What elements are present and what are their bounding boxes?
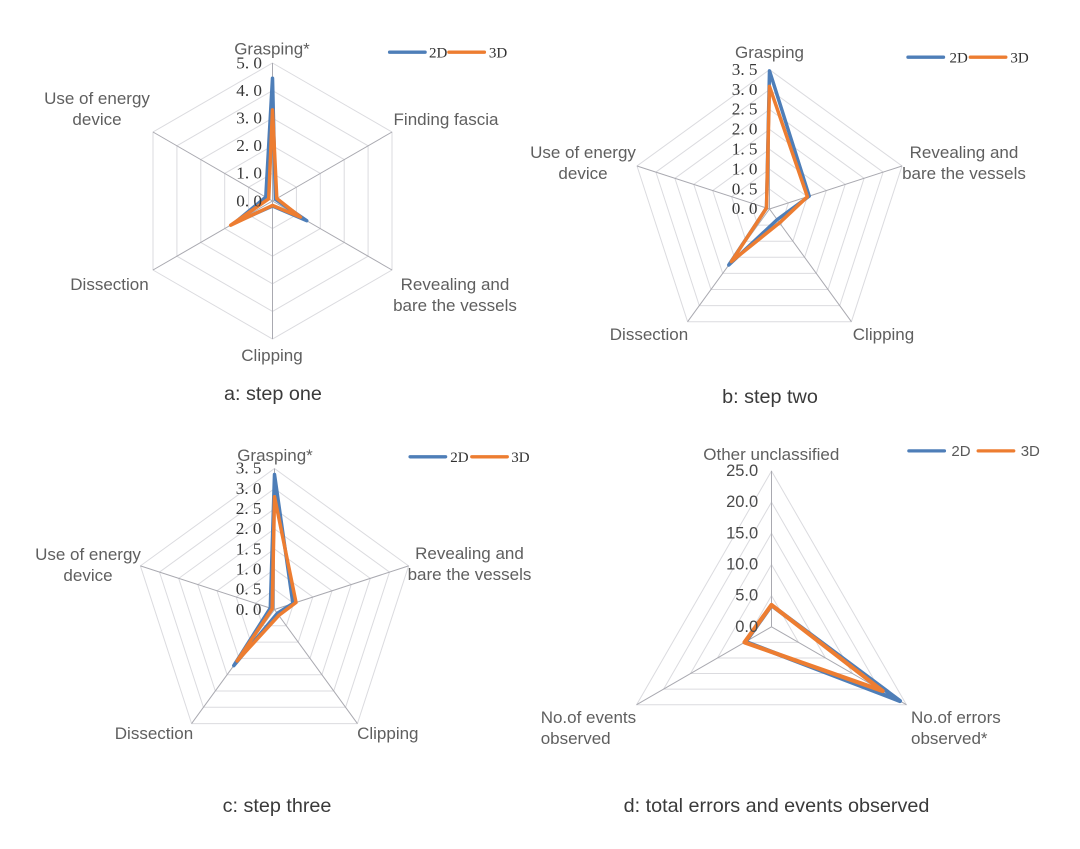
svg-text:5. 0: 5. 0 — [236, 53, 262, 72]
svg-text:2D: 2D — [450, 450, 469, 466]
svg-text:Revealing and: Revealing and — [415, 544, 524, 563]
svg-text:3D: 3D — [1021, 443, 1040, 460]
svg-text:Finding fascia: Finding fascia — [394, 110, 499, 129]
svg-text:device: device — [558, 164, 607, 183]
svg-text:0. 0: 0. 0 — [732, 199, 758, 218]
svg-text:1. 0: 1. 0 — [236, 560, 262, 579]
svg-text:device: device — [63, 566, 112, 585]
svg-text:2D: 2D — [429, 45, 448, 61]
svg-text:20.0: 20.0 — [726, 493, 758, 511]
svg-text:Use of energy: Use of energy — [35, 545, 141, 564]
svg-text:d: total errors and events obs: d: total errors and events observed — [624, 795, 930, 817]
svg-text:Use of energy: Use of energy — [530, 143, 636, 162]
svg-text:3D: 3D — [511, 450, 530, 466]
svg-text:0. 5: 0. 5 — [732, 179, 758, 198]
svg-text:10.0: 10.0 — [726, 556, 758, 574]
svg-text:b: step two: b: step two — [722, 386, 818, 408]
svg-text:No.of events: No.of events — [541, 708, 636, 727]
svg-text:3D: 3D — [489, 45, 508, 61]
svg-text:Dissection: Dissection — [610, 325, 688, 344]
svg-text:3. 5: 3. 5 — [732, 60, 758, 79]
svg-text:bare the vessels: bare the vessels — [393, 296, 517, 315]
svg-text:3. 0: 3. 0 — [236, 109, 262, 128]
svg-text:1. 5: 1. 5 — [732, 140, 758, 159]
svg-text:Revealing and: Revealing and — [910, 143, 1019, 162]
svg-text:0. 5: 0. 5 — [236, 580, 262, 599]
svg-text:Grasping: Grasping — [735, 43, 804, 62]
svg-text:Clipping: Clipping — [853, 325, 914, 344]
svg-text:Grasping*: Grasping* — [237, 446, 313, 465]
svg-text:15.0: 15.0 — [726, 524, 758, 542]
svg-text:c: step three: c: step three — [223, 795, 332, 817]
svg-text:bare the vessels: bare the vessels — [902, 164, 1026, 183]
svg-text:Use of energy: Use of energy — [44, 89, 150, 108]
svg-text:Grasping*: Grasping* — [234, 40, 310, 59]
svg-text:Other unclassified: Other unclassified — [703, 445, 839, 464]
svg-text:25.0: 25.0 — [726, 462, 758, 480]
svg-text:5.0: 5.0 — [735, 587, 758, 605]
svg-text:1. 5: 1. 5 — [236, 539, 262, 558]
svg-text:a: step one: a: step one — [224, 383, 322, 405]
svg-text:0. 0: 0. 0 — [236, 600, 262, 619]
svg-text:2. 0: 2. 0 — [236, 519, 262, 538]
svg-text:Dissection: Dissection — [115, 724, 193, 743]
svg-text:2. 5: 2. 5 — [236, 499, 262, 518]
svg-text:observed*: observed* — [911, 729, 988, 748]
svg-text:observed: observed — [541, 729, 611, 748]
svg-text:1. 0: 1. 0 — [236, 164, 262, 183]
svg-text:4. 0: 4. 0 — [236, 81, 262, 100]
svg-text:3. 5: 3. 5 — [236, 459, 262, 478]
svg-text:2. 0: 2. 0 — [236, 136, 262, 155]
svg-text:2D: 2D — [950, 50, 969, 66]
svg-text:Clipping: Clipping — [357, 724, 418, 743]
svg-text:3. 0: 3. 0 — [236, 479, 262, 498]
svg-text:0.0: 0.0 — [735, 618, 758, 636]
svg-text:2. 0: 2. 0 — [732, 120, 758, 139]
svg-text:1. 0: 1. 0 — [732, 159, 758, 178]
svg-text:0. 0: 0. 0 — [236, 191, 262, 210]
svg-text:3. 0: 3. 0 — [732, 80, 758, 99]
svg-text:Dissection: Dissection — [70, 275, 148, 294]
svg-text:3D: 3D — [1010, 50, 1029, 66]
svg-text:2. 5: 2. 5 — [732, 100, 758, 119]
svg-text:No.of errors: No.of errors — [911, 708, 1001, 727]
svg-text:bare the vessels: bare the vessels — [408, 565, 532, 584]
svg-text:device: device — [72, 110, 121, 129]
svg-text:Clipping: Clipping — [241, 346, 302, 365]
svg-text:2D: 2D — [951, 443, 970, 460]
svg-text:Revealing and: Revealing and — [401, 275, 510, 294]
